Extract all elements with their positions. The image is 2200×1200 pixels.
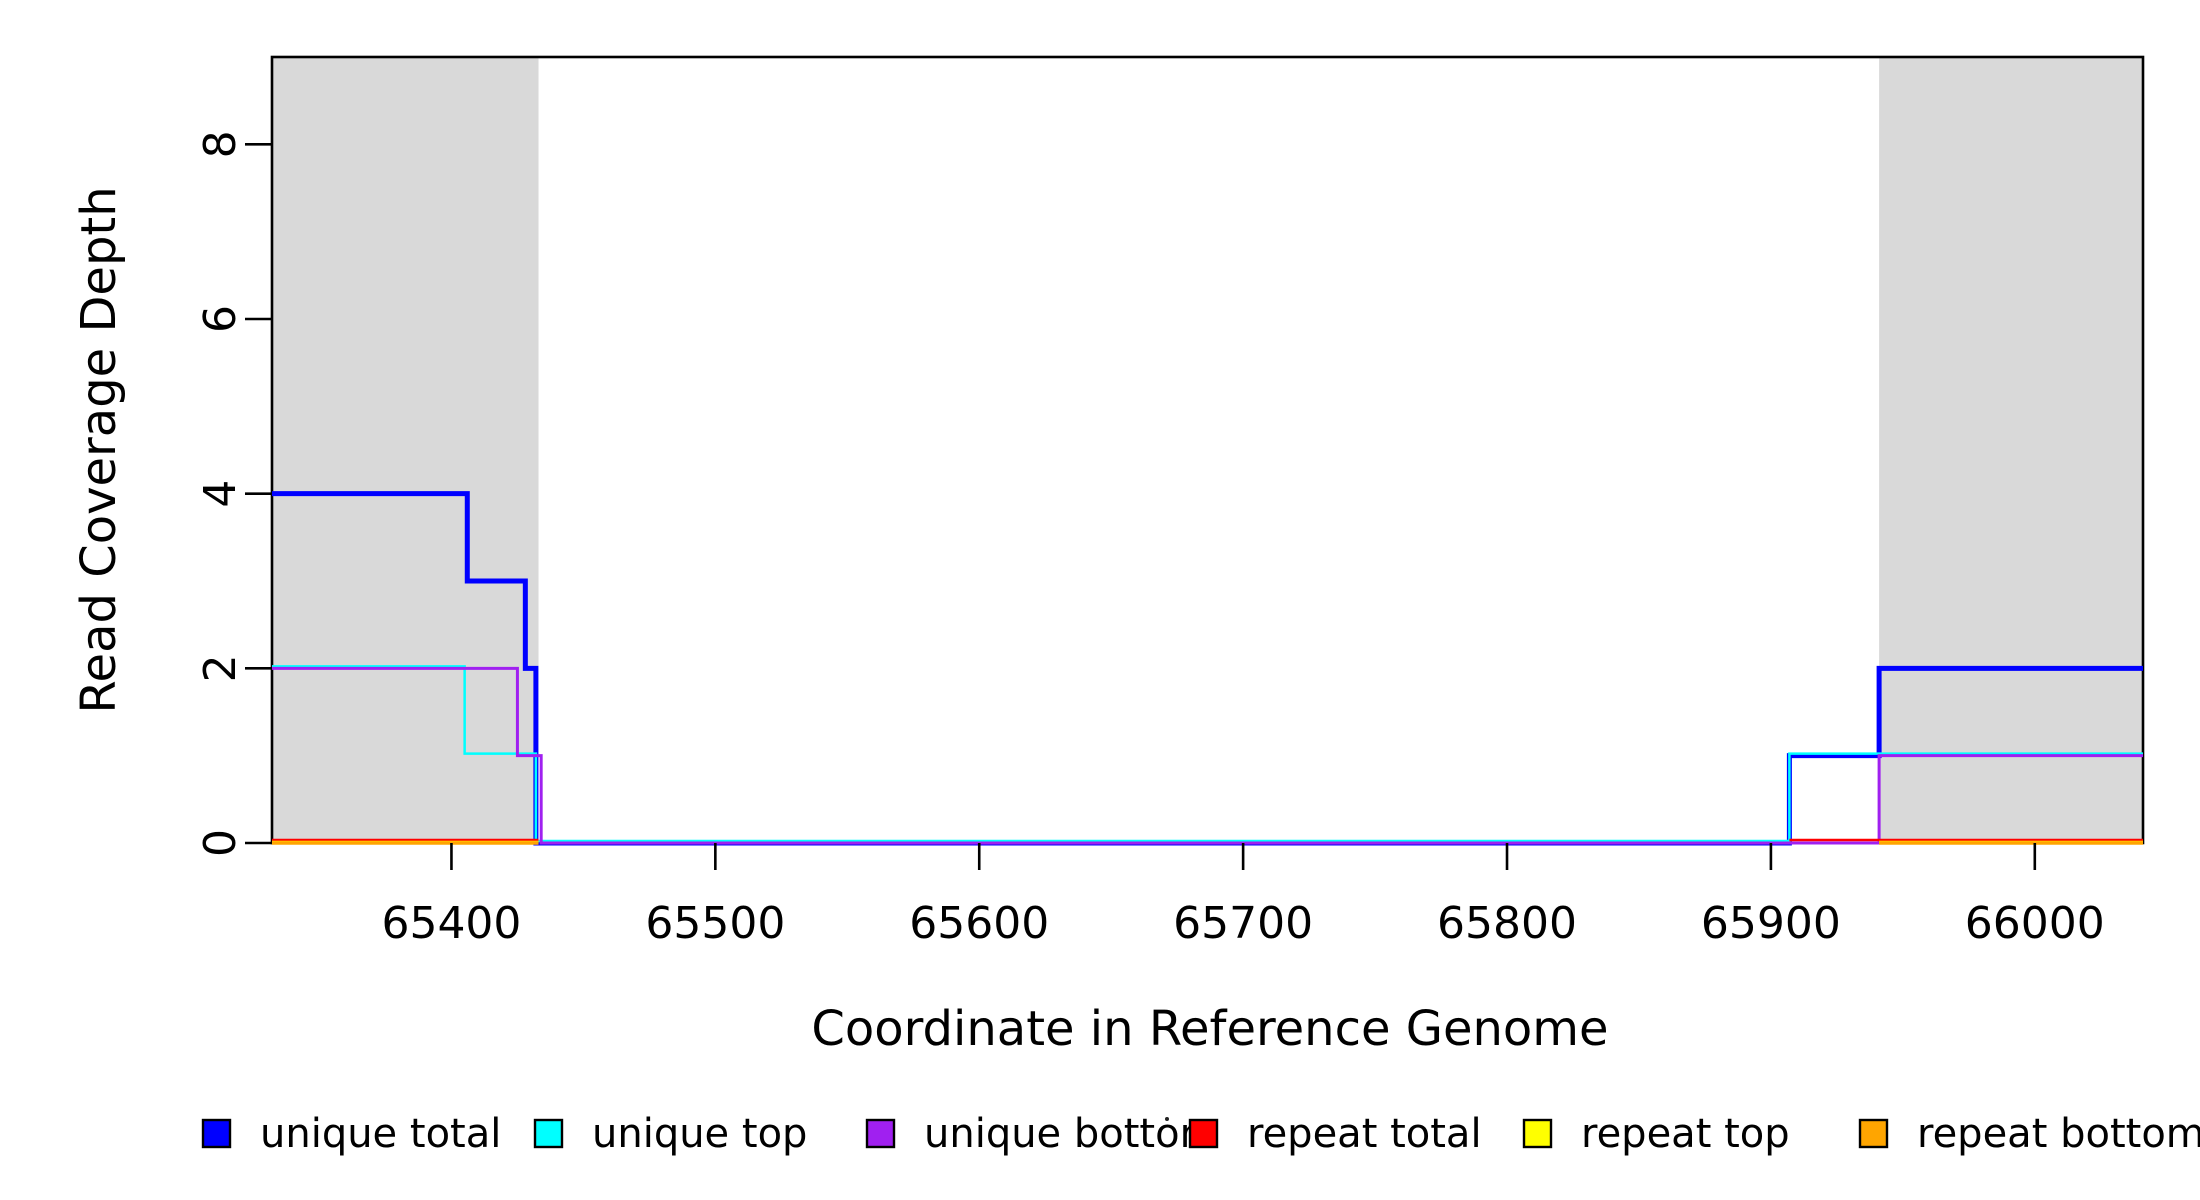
legend-entry-unique-bottom: unique bottom: [865, 1111, 1219, 1157]
legend-swatch: [865, 1118, 896, 1149]
legend-swatch: [201, 1118, 232, 1149]
legend-entry-unique-total: unique total: [201, 1111, 501, 1157]
x-axis: 65400 65500 65600 65700 65800 65900 66000: [381, 843, 2105, 949]
repeat-region-right: [1879, 58, 2143, 843]
legend-label: repeat total: [1247, 1111, 1482, 1157]
stray-dot-mark: [1165, 1117, 1169, 1121]
y-axis-title: Read Coverage Depth: [71, 186, 127, 713]
y-tick-label: 2: [195, 654, 246, 682]
legend-swatch: [1522, 1118, 1553, 1149]
legend-swatch: [1858, 1118, 1889, 1149]
legend-label: repeat bottom: [1917, 1111, 2200, 1157]
repeat-shaded-regions: [272, 58, 2143, 843]
legend-label: repeat top: [1581, 1111, 1790, 1157]
legend: unique total unique top unique bottom repea…: [201, 1111, 2200, 1157]
legend-entry-repeat-top: repeat top: [1522, 1111, 1790, 1157]
y-tick-label: 6: [195, 305, 246, 333]
legend-label: unique bottom: [924, 1111, 1219, 1157]
x-tick-label: 65900: [1701, 898, 1841, 949]
repeat-region-left: [272, 58, 539, 843]
x-tick-label: 66000: [1965, 898, 2105, 949]
y-tick-label: 0: [195, 829, 246, 857]
series-line-unique-bottom: [272, 666, 2143, 845]
legend-entry-repeat-total: repeat total: [1188, 1111, 1482, 1157]
coverage-step-lines: [272, 491, 2143, 846]
x-tick-label: 65700: [1173, 898, 1313, 949]
legend-swatch: [1188, 1118, 1219, 1149]
x-tick-label: 65800: [1437, 898, 1577, 949]
x-tick-label: 65400: [381, 898, 521, 949]
plot-box: [270, 55, 2145, 845]
x-axis-title: Coordinate in Reference Genome: [811, 1001, 1608, 1057]
x-tick-label: 65500: [645, 898, 785, 949]
legend-entry-unique-top: unique top: [533, 1111, 807, 1157]
plot-border: [270, 55, 2145, 845]
series-line-unique-total: [272, 491, 2143, 846]
x-tick-label: 65600: [909, 898, 1049, 949]
y-tick-label: 4: [195, 480, 246, 508]
legend-entry-repeat-bottom: repeat bottom: [1858, 1111, 2200, 1157]
legend-label: unique total: [260, 1111, 501, 1157]
legend-swatch: [533, 1118, 564, 1149]
legend-label: unique top: [592, 1111, 807, 1157]
y-tick-label: 8: [195, 130, 246, 158]
y-axis: 0 2 4 6 8: [195, 130, 272, 857]
series-line-unique-top: [272, 665, 2143, 843]
